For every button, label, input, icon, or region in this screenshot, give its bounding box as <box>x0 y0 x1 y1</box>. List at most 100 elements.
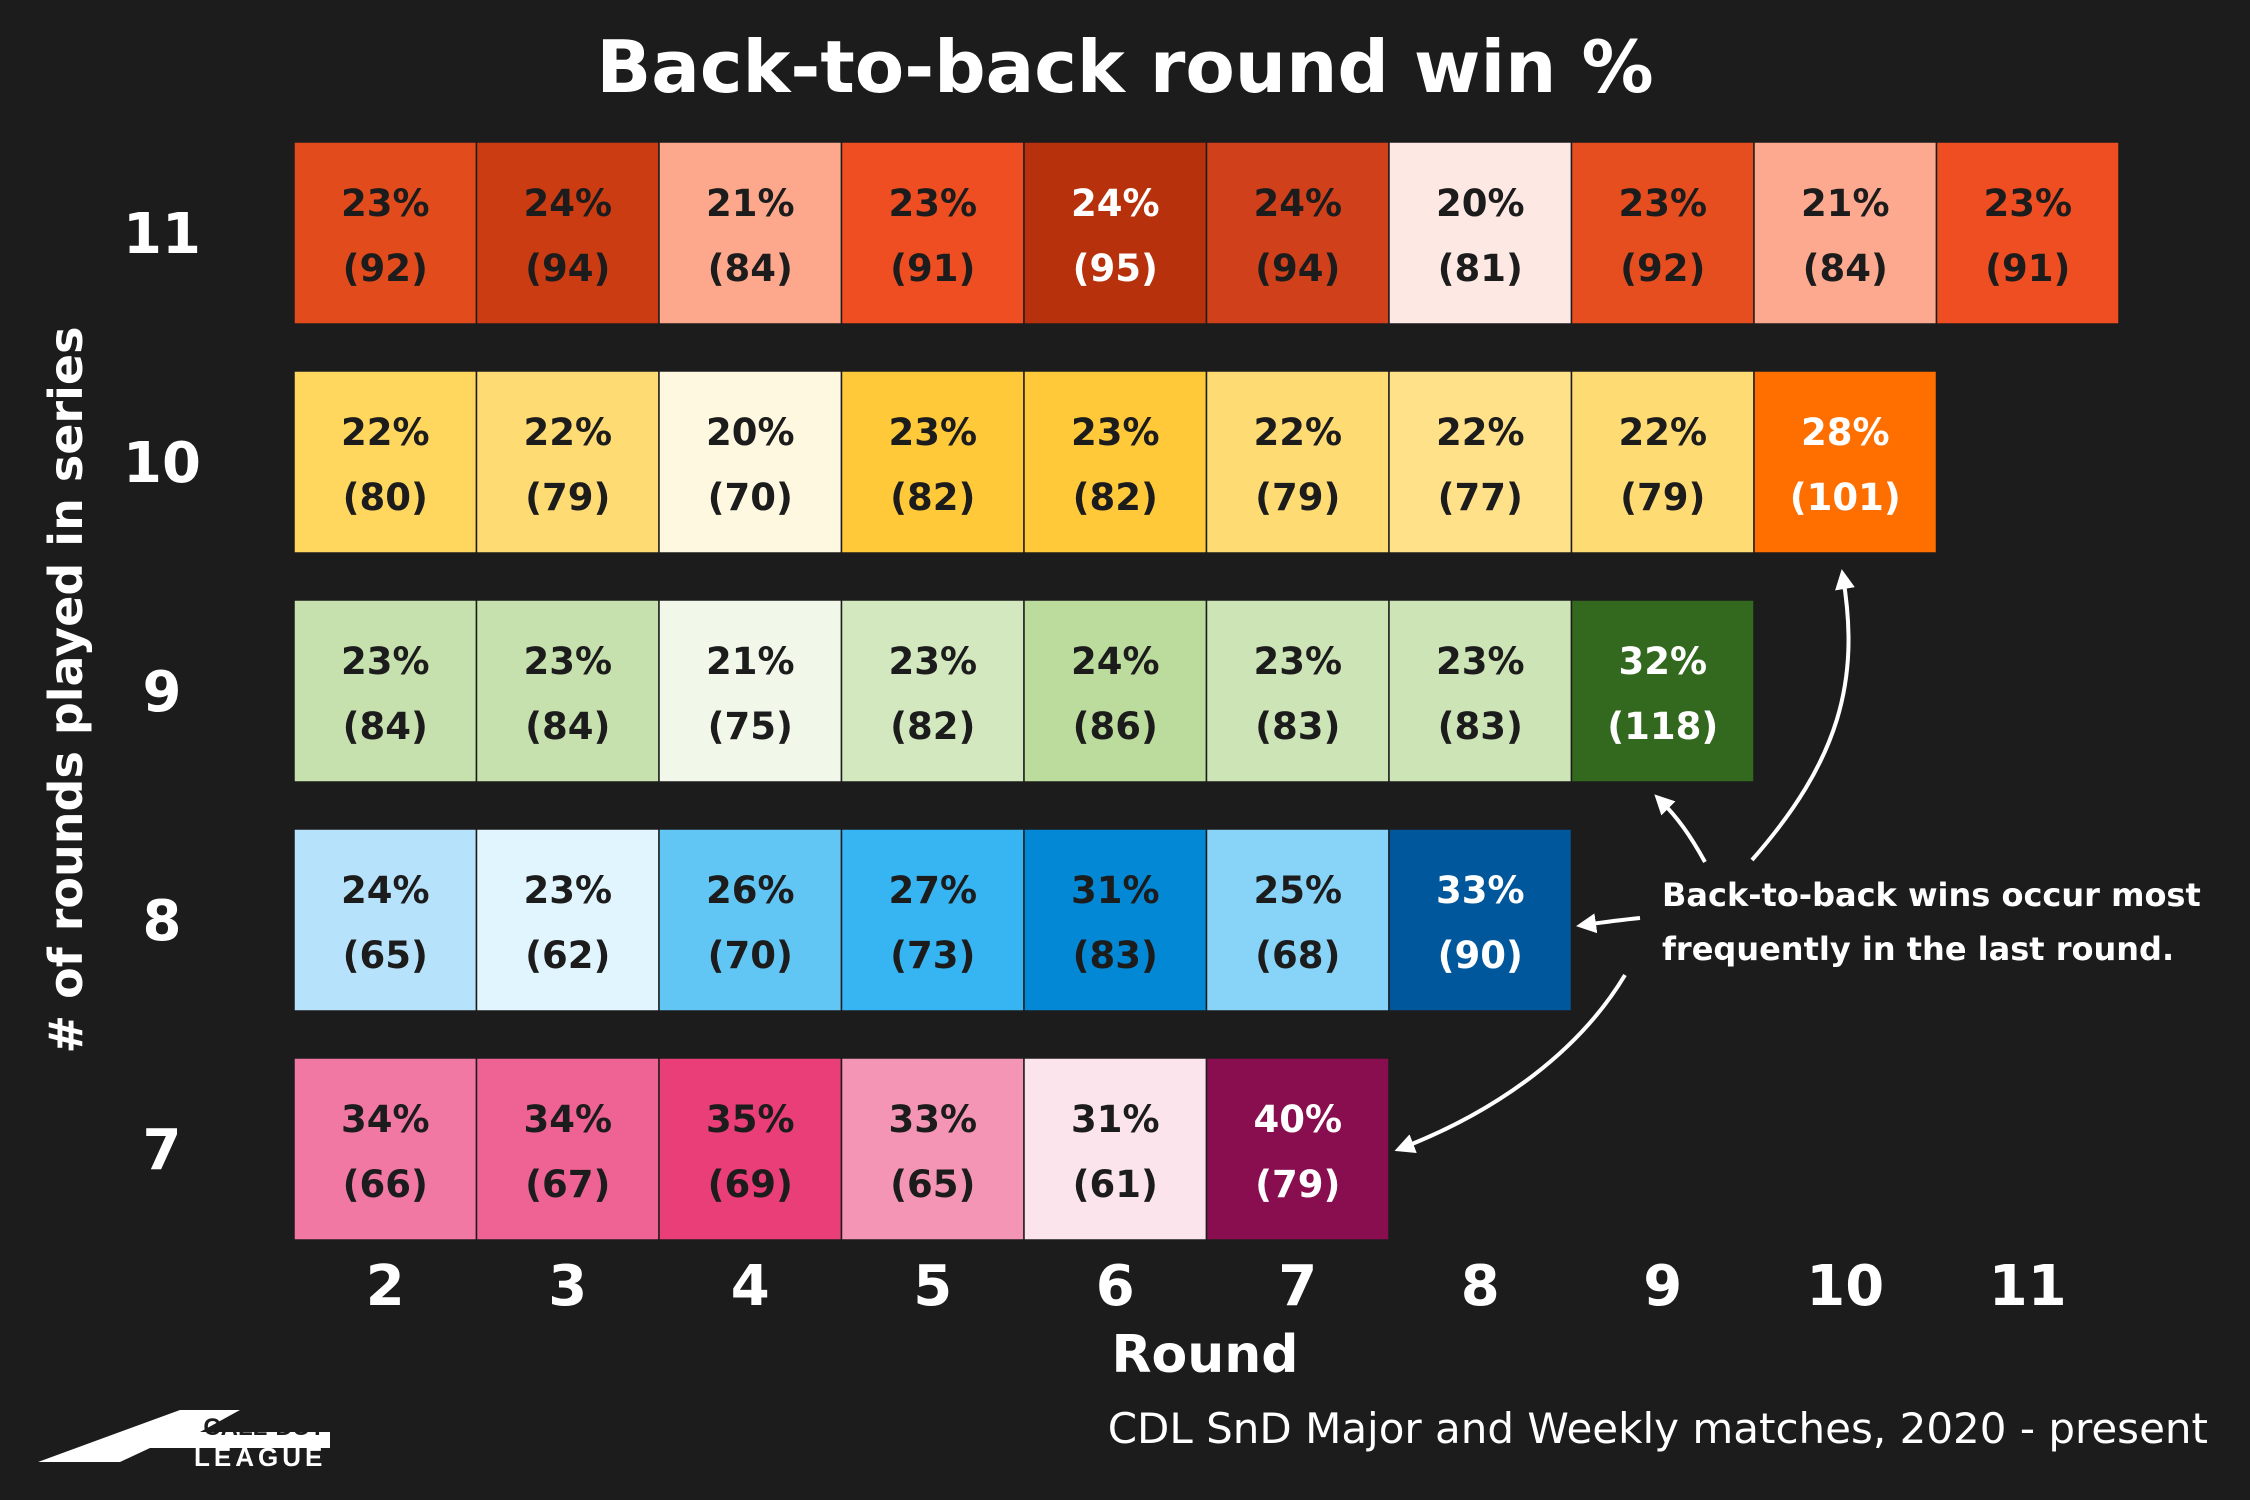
heatmap-cell-r8-c7: 25% (68) <box>1205 828 1390 1012</box>
x-tick-3: 3 <box>548 1254 587 1319</box>
heatmap-cell-r11-c2: 23% (92) <box>293 141 478 325</box>
cell-percent: 33% <box>1436 869 1525 912</box>
cell-percent: 27% <box>888 869 977 912</box>
cell-rect <box>1570 141 1755 325</box>
cell-rect <box>1205 1057 1390 1241</box>
heatmap-cell-r11-c10: 21% (84) <box>1753 141 1938 325</box>
row-label-9: 9 <box>143 660 182 725</box>
cell-rect <box>293 599 478 783</box>
cell-count: (79) <box>1255 1163 1340 1206</box>
cell-count: (83) <box>1255 705 1340 748</box>
logo-line-1: CALL·DUTY <box>203 1414 340 1441</box>
cell-rect <box>475 1057 660 1241</box>
cell-rect <box>1388 141 1573 325</box>
heatmap-cell-r8-c6: 31% (83) <box>1023 828 1208 1012</box>
x-tick-2: 2 <box>366 1254 405 1319</box>
cell-count: (66) <box>343 1163 428 1206</box>
heatmap-cell-r10-c3: 22% (79) <box>475 370 660 554</box>
cell-count: (73) <box>890 934 975 977</box>
y-axis-label: # of rounds played in series <box>39 327 93 1054</box>
cell-count: (94) <box>525 247 610 290</box>
row-label-8: 8 <box>143 889 182 954</box>
cell-rect <box>658 828 843 1012</box>
cell-rect <box>658 370 843 554</box>
cell-count: (90) <box>1438 934 1523 977</box>
cell-rect <box>1388 370 1573 554</box>
cell-rect <box>658 141 843 325</box>
cell-percent: 23% <box>888 182 977 225</box>
cell-percent: 20% <box>1436 182 1525 225</box>
cell-percent: 31% <box>1071 1098 1160 1141</box>
cell-percent: 34% <box>341 1098 430 1141</box>
cell-percent: 33% <box>888 1098 977 1141</box>
cell-count: (70) <box>708 934 793 977</box>
cell-count: (75) <box>708 705 793 748</box>
cell-percent: 23% <box>888 411 977 454</box>
cell-count: (61) <box>1073 1163 1158 1206</box>
heatmap-cell-r7-c5: 33% (65) <box>840 1057 1025 1241</box>
cell-percent: 24% <box>1253 182 1342 225</box>
cell-percent: 23% <box>523 869 612 912</box>
cell-count: (84) <box>1803 247 1888 290</box>
heatmap-cell-r11-c5: 23% (91) <box>840 141 1025 325</box>
cell-percent: 24% <box>341 869 430 912</box>
cell-count: (82) <box>1073 476 1158 519</box>
cell-percent: 31% <box>1071 869 1160 912</box>
cell-rect <box>293 141 478 325</box>
cell-count: (65) <box>890 1163 975 1206</box>
cell-percent: 20% <box>706 411 795 454</box>
heatmap-cell-r9-c9: 32% (118) <box>1570 599 1755 783</box>
heatmap-cell-r10-c8: 22% (77) <box>1388 370 1573 554</box>
cell-rect <box>1205 599 1390 783</box>
cell-count: (82) <box>890 705 975 748</box>
cell-percent: 21% <box>706 182 795 225</box>
annotation-line-1: Back-to-back wins occur most <box>1662 876 2201 914</box>
heatmap-cell-r10-c2: 22% (80) <box>293 370 478 554</box>
cell-percent: 22% <box>523 411 612 454</box>
cell-percent: 35% <box>706 1098 795 1141</box>
cell-count: (79) <box>525 476 610 519</box>
cell-percent: 23% <box>888 640 977 683</box>
cell-count: (67) <box>525 1163 610 1206</box>
arrow-to-row-9 <box>1654 794 1707 863</box>
cell-count: (118) <box>1607 705 1718 748</box>
heatmap-cell-r10-c5: 23% (82) <box>840 370 1025 554</box>
heatmap-cell-r9-c2: 23% (84) <box>293 599 478 783</box>
cell-rect <box>1205 141 1390 325</box>
heatmap-cell-r8-c4: 26% (70) <box>658 828 843 1012</box>
cell-count: (79) <box>1255 476 1340 519</box>
heatmap-cell-r11-c3: 24% (94) <box>475 141 660 325</box>
cell-rect <box>475 828 660 1012</box>
cell-percent: 34% <box>523 1098 612 1141</box>
x-tick-6: 6 <box>1096 1254 1135 1319</box>
heatmap-cell-r9-c7: 23% (83) <box>1205 599 1390 783</box>
cell-count: (65) <box>343 934 428 977</box>
cell-rect <box>1023 141 1208 325</box>
cell-count: (62) <box>525 934 610 977</box>
heatmap-cell-r8-c2: 24% (65) <box>293 828 478 1012</box>
cell-count: (82) <box>890 476 975 519</box>
cell-rect <box>1023 599 1208 783</box>
heatmap-cell-r9-c8: 23% (83) <box>1388 599 1573 783</box>
cell-rect <box>840 599 1025 783</box>
heatmap-cell-r9-c6: 24% (86) <box>1023 599 1208 783</box>
cell-percent: 22% <box>1618 411 1707 454</box>
heatmap-cell-r10-c6: 23% (82) <box>1023 370 1208 554</box>
cell-rect <box>1023 1057 1208 1241</box>
row-label-10: 10 <box>123 431 201 496</box>
cell-rect <box>1753 141 1938 325</box>
source-note: CDL SnD Major and Weekly matches, 2020 -… <box>1108 1404 2208 1453</box>
heatmap-cell-r11-c9: 23% (92) <box>1570 141 1755 325</box>
cell-count: (83) <box>1438 705 1523 748</box>
cell-rect <box>1570 599 1755 783</box>
call-of-duty-league-logo: CALL·DUTY LEAGUE <box>38 1410 341 1472</box>
arrow-to-row-10 <box>1750 569 1855 862</box>
cell-count: (79) <box>1620 476 1705 519</box>
x-axis-label: Round <box>1111 1325 1298 1385</box>
x-tick-9: 9 <box>1643 1254 1682 1319</box>
heatmap-cell-r11-c8: 20% (81) <box>1388 141 1573 325</box>
cell-percent: 23% <box>1983 182 2072 225</box>
cell-percent: 22% <box>1436 411 1525 454</box>
cell-percent: 23% <box>523 640 612 683</box>
x-tick-5: 5 <box>913 1254 952 1319</box>
